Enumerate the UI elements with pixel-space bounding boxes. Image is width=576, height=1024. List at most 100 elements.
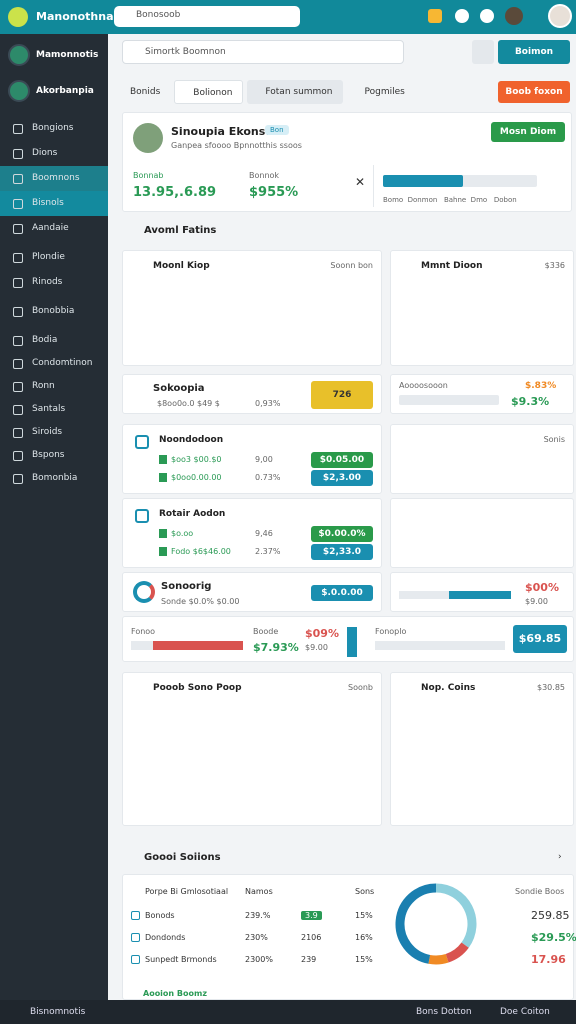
chart-card: Sonis bbox=[390, 424, 574, 494]
table-cell: Bonods bbox=[145, 911, 175, 920]
tab[interactable]: Bolionon bbox=[174, 80, 244, 104]
donut-segment bbox=[395, 883, 437, 964]
chart-legend: Soonn bon bbox=[330, 261, 373, 270]
bottom-link[interactable]: Bons Dotton bbox=[416, 1007, 472, 1017]
chart-legend: Soonb bbox=[347, 683, 373, 692]
action-button[interactable]: Boob foxon bbox=[498, 81, 570, 103]
row-text: $o.oo bbox=[159, 529, 193, 538]
sidebar-item[interactable]: Siroids bbox=[0, 420, 108, 443]
panel-button[interactable]: $.0.0.00 bbox=[311, 585, 373, 601]
sidebar-item[interactable]: Bodia bbox=[0, 328, 108, 351]
row-value: 2.37% bbox=[255, 547, 281, 556]
icon[interactable] bbox=[480, 9, 494, 23]
sidebar-item[interactable]: Santals bbox=[0, 397, 108, 420]
table-footer[interactable]: Aooion Boomz bbox=[143, 989, 207, 998]
bar-fill bbox=[347, 627, 357, 657]
chart-legend: $336 bbox=[544, 261, 565, 270]
sidebar-item[interactable]: Ronn bbox=[0, 374, 108, 397]
chevron[interactable]: › bbox=[558, 852, 562, 862]
panel-value: $.83% bbox=[525, 381, 557, 391]
panel: Rotair Aodon $o.oo 9,46 $0.00.0% Fodo $6$46.… bbox=[122, 498, 382, 568]
panel-title: Noondodoon bbox=[159, 435, 224, 445]
donut-chart bbox=[395, 883, 477, 965]
tab[interactable]: Pogmiles bbox=[364, 87, 405, 97]
row-button[interactable]: $0.00.0% bbox=[311, 526, 373, 542]
panel: Noondodoon $oo3 $00.$0 9,00 $0.05.00 $0oo0.0… bbox=[122, 424, 382, 494]
top-bar: Manonothna Bonosoob bbox=[0, 0, 576, 34]
panel-label: Fonoplo bbox=[375, 627, 407, 636]
stat-value: $955% bbox=[249, 185, 299, 200]
search-input[interactable]: Simortk Boomnon bbox=[122, 40, 404, 64]
side-label: Sondie Boos bbox=[515, 887, 565, 896]
checkbox[interactable] bbox=[131, 955, 140, 964]
table-cell: 15% bbox=[355, 911, 373, 920]
panel-value: $00% bbox=[525, 581, 559, 594]
sidebar-item[interactable]: Bonobbia bbox=[0, 299, 108, 324]
progress-caption: Bomo Donmon Bahne Dmo Dobon bbox=[383, 196, 517, 204]
bottom-bar: Bisnomnotis Bons Dotton Doe Coiton bbox=[0, 1000, 576, 1024]
panel: Aoooosooon $.83% $9.3% bbox=[390, 374, 574, 414]
tab[interactable]: Bonids bbox=[130, 87, 161, 97]
sidebar-item[interactable]: Plondie bbox=[0, 245, 108, 270]
chart-title: Nop. Coins bbox=[421, 683, 476, 693]
sidebar-item[interactable]: Bisnols bbox=[0, 191, 108, 216]
sidebar-profile[interactable]: Akorbanpia bbox=[0, 74, 108, 110]
bottom-link[interactable]: Doe Coiton bbox=[500, 1007, 550, 1017]
close-icon[interactable]: ✕ bbox=[355, 175, 366, 189]
stat-label: Bonnab bbox=[133, 171, 164, 180]
panel-button[interactable]: $69.85 bbox=[513, 625, 567, 653]
row-text: $oo3 $00.$0 bbox=[159, 455, 222, 464]
bar-fill bbox=[153, 641, 243, 650]
chart-card: Nop. Coins $30.85 bbox=[390, 672, 574, 826]
sidebar-item[interactable]: Bspons bbox=[0, 443, 108, 466]
avatar[interactable] bbox=[505, 7, 523, 25]
checkbox[interactable] bbox=[131, 933, 140, 942]
stat-label: Bonnok bbox=[249, 171, 280, 180]
top-search[interactable]: Bonosoob bbox=[114, 6, 300, 27]
sidebar-item[interactable]: Bomonbia bbox=[0, 466, 108, 489]
row-button[interactable]: $2,33.0 bbox=[311, 544, 373, 560]
row-button[interactable]: $0.05.00 bbox=[311, 452, 373, 468]
table-cell: Sunpedt Brmonds bbox=[145, 955, 217, 964]
sidebar-profile[interactable]: Mamonnotis bbox=[0, 38, 108, 74]
table-cell: 15% bbox=[355, 955, 373, 964]
sidebar-item[interactable]: Bongions bbox=[0, 116, 108, 141]
panel-label: Fonoo bbox=[131, 627, 156, 636]
panel-value: $9.00 bbox=[305, 643, 328, 652]
primary-button[interactable]: Boimon bbox=[498, 40, 570, 64]
avatar[interactable] bbox=[548, 4, 572, 28]
table-cell: 230% bbox=[245, 933, 268, 942]
panel-text: $8oo0o.0 $49 $ bbox=[157, 399, 220, 408]
panel-button[interactable]: 726 bbox=[311, 381, 373, 409]
sidebar-item[interactable]: Dions bbox=[0, 141, 108, 166]
row-text: Fodo $6$46.00 bbox=[159, 547, 231, 556]
sidebar-item[interactable]: Boomnons bbox=[0, 166, 108, 191]
side-value: $29.5% bbox=[531, 931, 576, 944]
table-header: Namos bbox=[245, 887, 273, 896]
sidebar-item[interactable]: Condomtinon bbox=[0, 351, 108, 374]
table-cell: 3.9 bbox=[301, 911, 322, 920]
panel: Sonoorig Sonde $0.0% $0.00 $.0.0.00 bbox=[122, 572, 382, 612]
chart-card: Mmnt Dioon $336 bbox=[390, 250, 574, 366]
icon[interactable] bbox=[455, 9, 469, 23]
sidebar-item[interactable]: Rinods bbox=[0, 270, 108, 295]
icon[interactable] bbox=[428, 9, 442, 23]
row-value: 9,46 bbox=[255, 529, 273, 538]
sidebar-item[interactable]: Aandaie bbox=[0, 216, 108, 241]
row-button[interactable]: $2,3.00 bbox=[311, 470, 373, 486]
avatar bbox=[8, 44, 30, 66]
profile-button[interactable]: Mosn Diom bbox=[491, 122, 565, 142]
bar-track bbox=[375, 641, 505, 650]
chart-card: Pooob Sono Poop Soonb bbox=[122, 672, 382, 826]
icon-button[interactable] bbox=[472, 40, 494, 64]
chart-legend: Sonis bbox=[543, 435, 565, 444]
bottom-label: Bisnomnotis bbox=[30, 1007, 86, 1017]
brand: Manonothna bbox=[36, 10, 114, 23]
checkbox[interactable] bbox=[131, 911, 140, 920]
tab[interactable]: Fotan summon bbox=[247, 80, 343, 104]
panel-text: 0,93% bbox=[255, 399, 281, 408]
logo bbox=[8, 7, 28, 27]
donut-segment bbox=[445, 942, 469, 963]
table-header: Sons bbox=[355, 887, 375, 896]
